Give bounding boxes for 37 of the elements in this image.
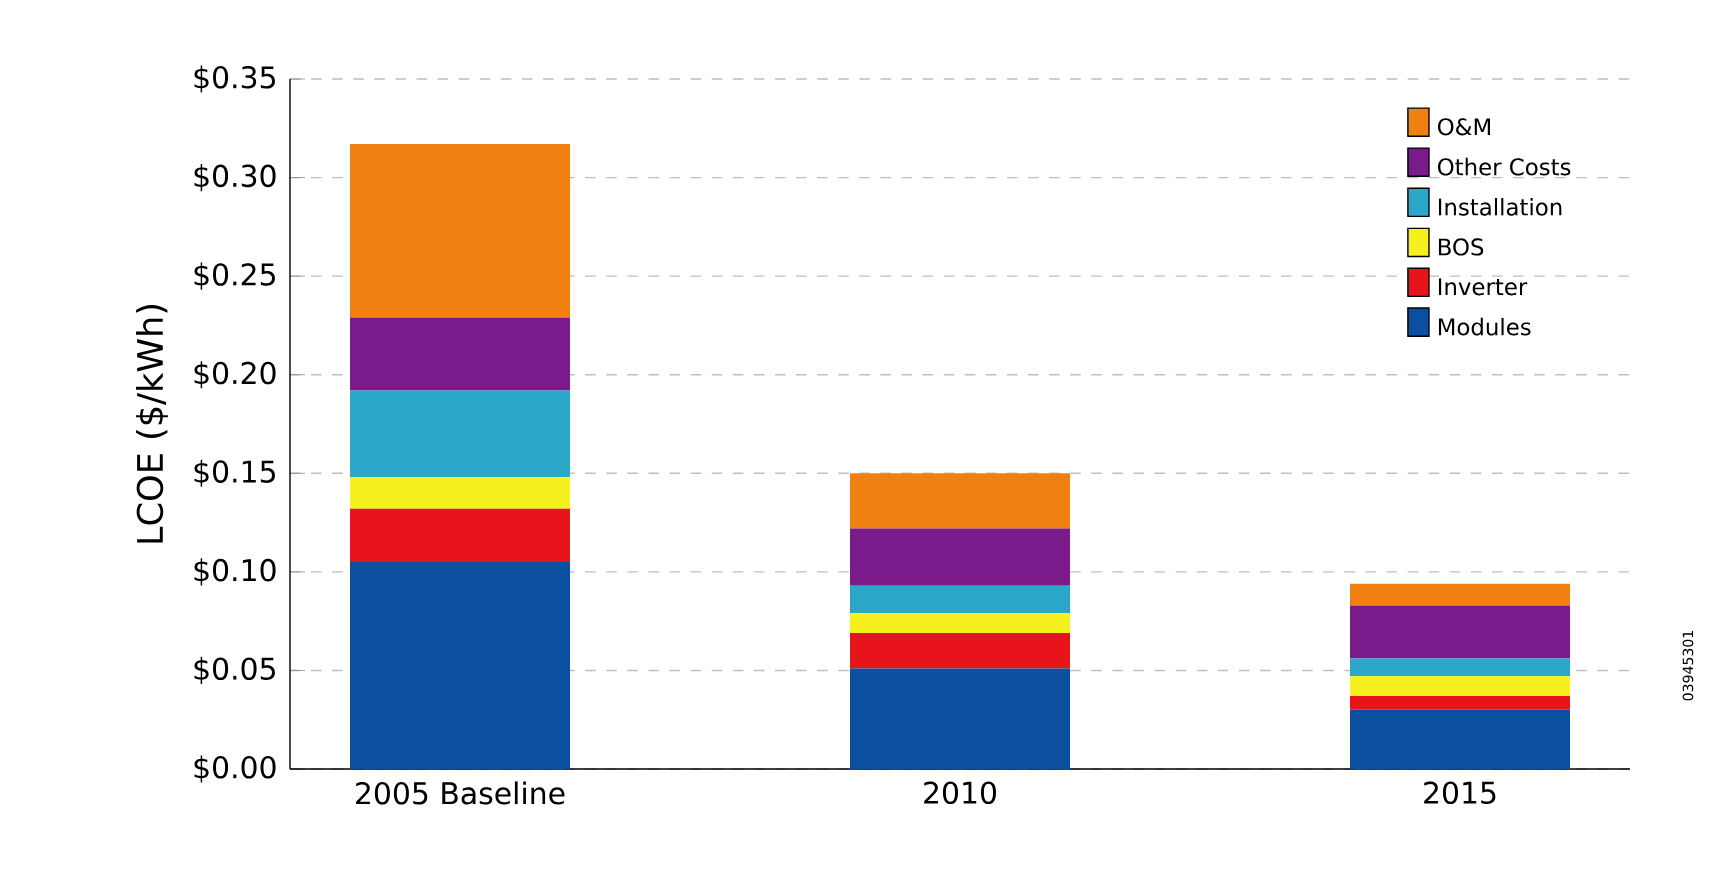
y-axis-title: LCOE ($/kWh) [136,304,168,543]
bar [349,390,570,478]
y-tick-label: $0.00 [194,755,276,783]
y-tick-label: $0.05 [194,656,275,684]
bar [349,477,570,509]
x-tick-label: 2010 [924,781,997,805]
bar [1350,696,1570,710]
bar [1350,658,1570,677]
x-tick-label: 2015 [1424,781,1496,805]
y-tick-label: $0.25 [194,262,275,290]
bar [349,508,570,562]
y-tick-label: $0.30 [194,164,276,192]
legend-label: Other Costs [1437,157,1571,176]
bar [849,613,1070,633]
legend-label: O&M [1437,118,1490,136]
y-tick-label: $0.15 [194,459,275,487]
y-tick-label: $0.35 [194,65,275,93]
bar [849,528,1070,586]
text: 03945301 [1682,631,1694,701]
bar [1350,605,1570,659]
bar [849,668,1070,770]
bar [349,144,570,318]
y-tick-label: $0.20 [194,361,276,389]
bar [849,632,1070,669]
bar [1350,676,1570,697]
x-tick-label: 2005 Baseline [356,781,565,805]
legend-label: BOS [1438,238,1484,256]
bar [849,473,1070,529]
bar [349,562,570,770]
bar [1350,709,1570,770]
legend-label: Modules [1438,317,1531,336]
bar [1350,583,1570,606]
bar [349,317,570,391]
legend-label: Inverter [1438,278,1528,296]
bar [849,585,1070,614]
y-tick-label: $0.10 [194,558,276,586]
legend-label: Installation [1438,197,1562,216]
